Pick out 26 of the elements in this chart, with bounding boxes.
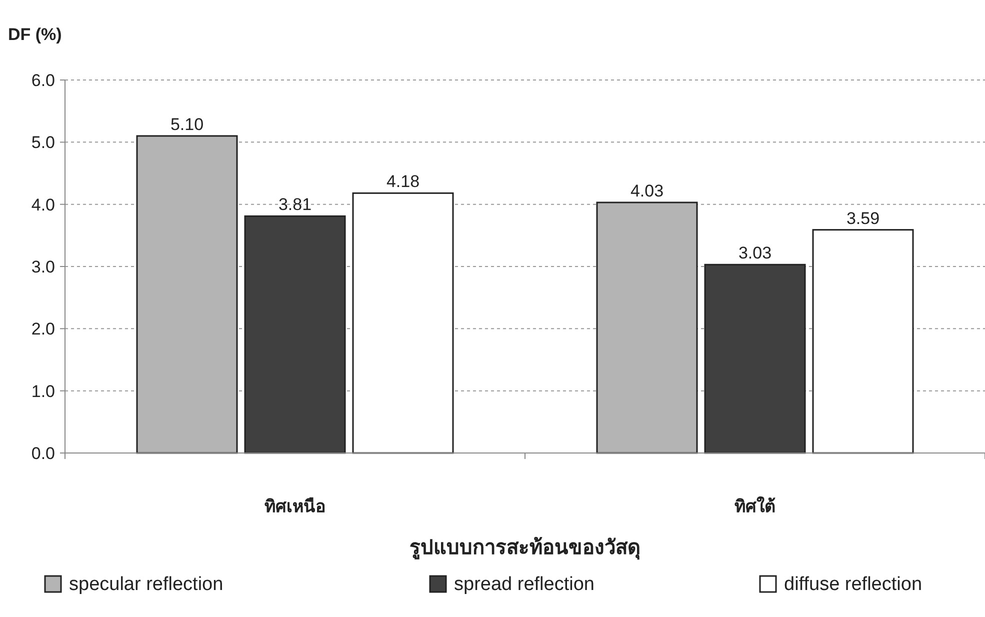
y-tick-label: 0.0 bbox=[31, 444, 55, 463]
x-axis-title: รูปแบบการสะท้อนของวัสดุ bbox=[410, 536, 640, 561]
data-label: 3.59 bbox=[846, 208, 880, 228]
y-tick-label: 5.0 bbox=[31, 133, 55, 152]
data-label: 4.03 bbox=[630, 181, 664, 200]
y-tick-label: 1.0 bbox=[31, 382, 55, 401]
x-tick-label: ทิศเหนือ bbox=[264, 496, 326, 516]
bar bbox=[704, 264, 806, 454]
y-axis-title: DF (%) bbox=[8, 25, 62, 44]
bar bbox=[352, 192, 454, 454]
legend-label: spread reflection bbox=[454, 574, 594, 595]
y-tick-label: 6.0 bbox=[31, 71, 55, 90]
y-tick-label: 4.0 bbox=[31, 195, 55, 214]
legend-label: specular reflection bbox=[69, 574, 224, 595]
data-label: 3.03 bbox=[738, 244, 772, 263]
y-tick-label: 2.0 bbox=[31, 320, 55, 339]
y-tick-label: 3.0 bbox=[31, 258, 55, 276]
data-label: 4.18 bbox=[386, 172, 420, 192]
bar bbox=[244, 215, 346, 454]
data-label: 3.81 bbox=[278, 195, 312, 214]
bar bbox=[596, 202, 698, 454]
data-label: 5.10 bbox=[170, 114, 204, 134]
bar bbox=[136, 135, 238, 454]
legend-label: diffuse reflection bbox=[784, 574, 922, 595]
x-tick-label: ทิศใต้ bbox=[734, 496, 776, 516]
bar bbox=[812, 229, 914, 454]
